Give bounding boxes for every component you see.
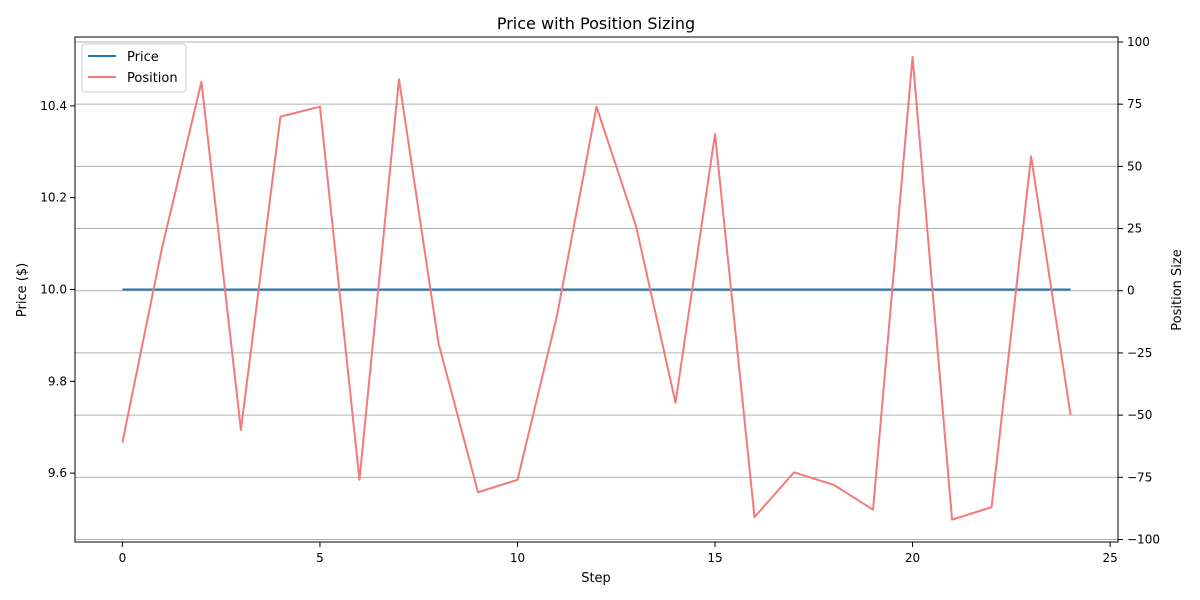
y-axis-left-label: Price ($) (15, 263, 30, 317)
legend-label-price: Price (127, 50, 159, 65)
legend: Price Position (81, 43, 187, 93)
x-tick-label: 5 (316, 551, 324, 565)
x-tick-label: 10 (510, 551, 525, 565)
y-left-tick-label: 9.6 (48, 466, 67, 480)
x-axis-ticks: 0 5 10 15 20 25 (119, 542, 1118, 565)
chart-title: Price with Position Sizing (497, 14, 695, 33)
y-right-tick-label: −75 (1127, 470, 1152, 484)
x-tick-label: 25 (1102, 551, 1117, 565)
y-right-tick-label: −25 (1127, 346, 1152, 360)
y-axis-right-ticks: −100 −75 −50 −25 0 25 50 75 100 (1118, 35, 1160, 547)
y-left-tick-label: 10.0 (40, 283, 67, 297)
x-tick-label: 15 (707, 551, 722, 565)
series-line-position (121, 55, 1072, 521)
x-axis-label: Step (581, 571, 611, 586)
x-tick-label: 0 (119, 551, 127, 565)
y-right-tick-label: 75 (1127, 97, 1142, 111)
y-right-tick-label: 100 (1127, 35, 1150, 49)
y-right-tick-label: 0 (1127, 284, 1135, 298)
y-left-tick-label: 9.8 (48, 374, 67, 388)
y-right-tick-label: −50 (1127, 408, 1152, 422)
legend-label-position: Position (127, 71, 178, 86)
y-right-tick-label: 25 (1127, 222, 1142, 236)
y-right-tick-label: −100 (1127, 533, 1160, 547)
grid-lines (75, 41, 1118, 541)
y-left-tick-label: 10.2 (40, 191, 67, 205)
y-right-tick-label: 50 (1127, 159, 1142, 173)
x-tick-label: 20 (905, 551, 920, 565)
series-lines (121, 55, 1072, 521)
y-left-tick-label: 10.4 (40, 99, 67, 113)
y-axis-left-ticks: 9.6 9.8 10.0 10.2 10.4 (40, 99, 75, 480)
y-axis-right-label: Position Size (1170, 249, 1185, 330)
